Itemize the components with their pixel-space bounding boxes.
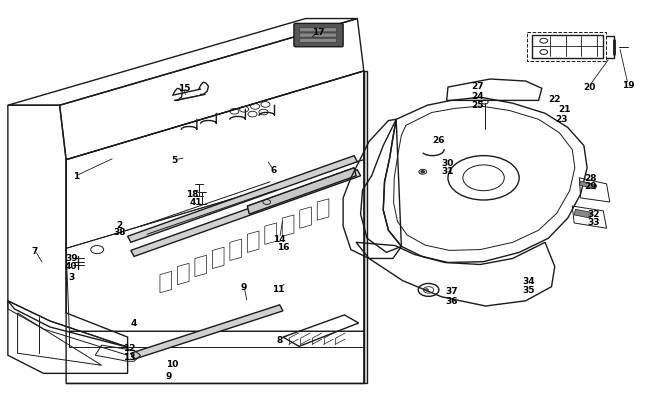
Text: 13: 13 bbox=[123, 352, 135, 360]
Text: 28: 28 bbox=[584, 174, 597, 183]
Text: 36: 36 bbox=[445, 296, 458, 305]
Text: 7: 7 bbox=[32, 246, 38, 255]
Text: 30: 30 bbox=[442, 159, 454, 168]
Polygon shape bbox=[131, 305, 283, 359]
Text: 29: 29 bbox=[584, 182, 597, 191]
Circle shape bbox=[421, 171, 424, 173]
Text: 2: 2 bbox=[117, 220, 123, 229]
FancyBboxPatch shape bbox=[300, 29, 337, 33]
Text: 4: 4 bbox=[131, 319, 137, 328]
Text: 12: 12 bbox=[123, 343, 135, 353]
Polygon shape bbox=[131, 171, 361, 257]
Text: 18: 18 bbox=[186, 189, 198, 198]
Text: 19: 19 bbox=[621, 81, 634, 90]
Text: 1: 1 bbox=[73, 172, 79, 181]
Text: 41: 41 bbox=[189, 197, 202, 206]
Text: 25: 25 bbox=[471, 101, 484, 110]
Polygon shape bbox=[127, 156, 358, 243]
Text: 33: 33 bbox=[588, 217, 600, 226]
Polygon shape bbox=[574, 210, 592, 219]
Text: 17: 17 bbox=[312, 28, 325, 37]
Polygon shape bbox=[364, 72, 367, 384]
Text: 32: 32 bbox=[588, 209, 600, 218]
Text: 15: 15 bbox=[177, 83, 190, 92]
Circle shape bbox=[424, 289, 428, 291]
Text: 20: 20 bbox=[583, 83, 595, 92]
Text: 16: 16 bbox=[277, 242, 289, 251]
Text: 5: 5 bbox=[172, 156, 178, 165]
Text: 26: 26 bbox=[432, 136, 445, 145]
Polygon shape bbox=[248, 168, 356, 215]
FancyBboxPatch shape bbox=[294, 24, 343, 48]
Text: 35: 35 bbox=[523, 286, 535, 295]
Text: 8: 8 bbox=[276, 335, 283, 344]
Text: 27: 27 bbox=[471, 81, 484, 90]
FancyBboxPatch shape bbox=[300, 39, 337, 43]
FancyBboxPatch shape bbox=[300, 34, 337, 38]
Text: 14: 14 bbox=[274, 234, 286, 243]
Text: 24: 24 bbox=[471, 92, 484, 100]
Text: 3: 3 bbox=[68, 273, 74, 281]
Text: 39: 39 bbox=[65, 254, 77, 262]
Text: 11: 11 bbox=[272, 284, 285, 294]
Polygon shape bbox=[579, 181, 597, 190]
Text: 34: 34 bbox=[523, 277, 535, 286]
Text: 9: 9 bbox=[241, 282, 247, 292]
Text: 22: 22 bbox=[548, 95, 560, 104]
Text: 9: 9 bbox=[165, 371, 172, 380]
Text: 23: 23 bbox=[556, 115, 568, 124]
Text: 21: 21 bbox=[558, 105, 571, 114]
Text: 40: 40 bbox=[65, 262, 77, 271]
Text: 10: 10 bbox=[166, 359, 179, 368]
Text: 6: 6 bbox=[270, 166, 276, 175]
Text: 31: 31 bbox=[442, 167, 454, 176]
Text: 38: 38 bbox=[114, 227, 126, 236]
Text: 37: 37 bbox=[445, 286, 458, 296]
